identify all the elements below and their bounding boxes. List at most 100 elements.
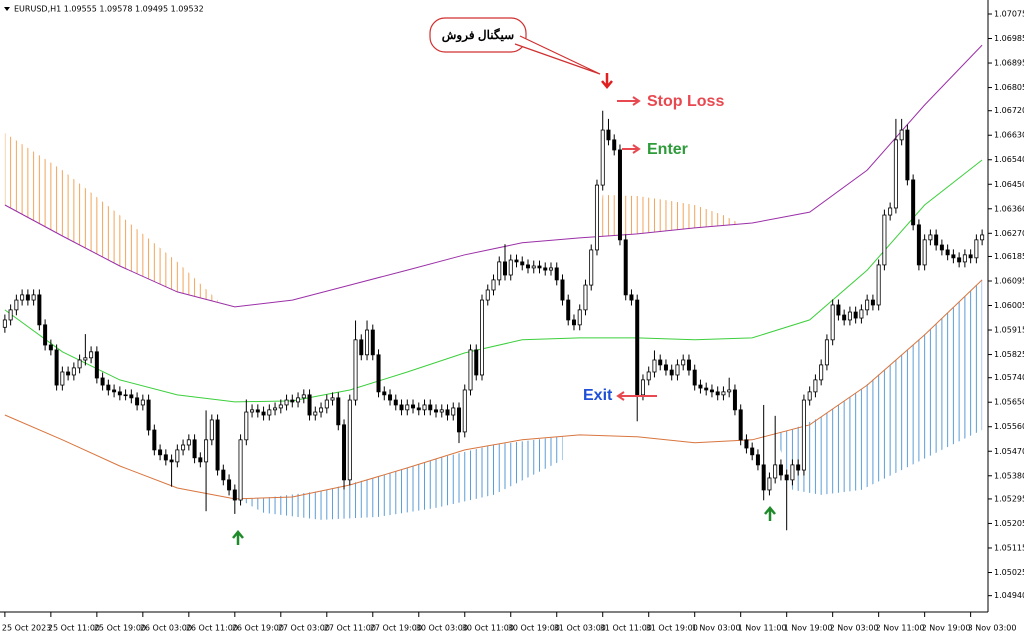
candle-body — [566, 299, 571, 321]
candle-body — [382, 391, 387, 396]
candle-body — [692, 369, 697, 386]
candle-body — [43, 324, 48, 346]
candle-body — [606, 129, 611, 141]
candle-body — [480, 299, 485, 376]
y-tick-label: 1.06270 — [994, 229, 1024, 238]
candle-body — [859, 309, 864, 319]
candle-body — [911, 179, 916, 226]
candle-body — [905, 129, 910, 181]
y-tick-label: 1.06450 — [994, 180, 1024, 189]
candle-body — [221, 469, 226, 481]
candle-body — [842, 314, 847, 321]
signal-label: سیگنال فروش — [442, 27, 514, 43]
candle-body — [428, 404, 433, 411]
candle-body — [296, 397, 301, 403]
candle-body — [342, 424, 347, 481]
candle-body — [123, 394, 128, 397]
y-tick-label: 1.05915 — [994, 326, 1024, 335]
candle-body — [491, 279, 496, 291]
candle-body — [738, 409, 743, 441]
candle-body — [686, 359, 691, 371]
buy-arrow — [232, 530, 244, 545]
candle-body — [393, 399, 398, 406]
y-tick-label: 1.05825 — [994, 350, 1024, 359]
candle-body — [934, 234, 939, 246]
candle-body — [508, 259, 513, 276]
menu-triangle — [4, 7, 10, 11]
candle-body — [77, 359, 82, 369]
candle-body — [658, 359, 663, 366]
candle-body — [146, 399, 151, 431]
bubble-tail — [514, 35, 601, 75]
candle-body — [66, 371, 71, 376]
candle-body — [485, 289, 490, 301]
candle-body — [594, 184, 599, 251]
candle-body — [577, 309, 582, 326]
candle-body — [411, 404, 416, 409]
candle-body — [60, 371, 65, 386]
candle-body — [244, 411, 249, 441]
candle-body — [870, 299, 875, 306]
enter-arrow — [622, 144, 641, 154]
candle-body — [117, 391, 122, 396]
candle-body — [439, 409, 444, 413]
x-tick-label: 27 Oct 11:00 — [324, 624, 376, 633]
candle-body — [347, 399, 352, 481]
sell-arrow — [601, 73, 613, 89]
candle-body — [548, 267, 553, 271]
x-tick-label: 26 Oct 11:00 — [186, 624, 238, 633]
candle-body — [273, 407, 278, 411]
candle-body — [175, 449, 180, 463]
candle-body — [652, 359, 657, 373]
x-tick-label: 3 Nov 03:00 — [968, 624, 1017, 633]
y-tick-label: 1.07075 — [994, 9, 1024, 18]
candle-body — [227, 479, 232, 491]
candle-body — [531, 265, 536, 269]
candle-body — [543, 267, 548, 271]
candle-body — [416, 407, 421, 411]
y-tick-label: 1.05650 — [994, 398, 1024, 407]
candle-body — [307, 394, 312, 416]
candle-body — [732, 389, 737, 411]
candle-body — [715, 391, 720, 396]
x-tick-label: 25 Oct 19:00 — [94, 624, 146, 633]
candle-body — [399, 404, 404, 411]
candle-body — [451, 407, 456, 416]
x-tick-label: 27 Oct 03:00 — [278, 624, 330, 633]
candle-body — [14, 299, 19, 311]
y-tick-label: 1.06895 — [994, 59, 1024, 68]
candle-body — [215, 419, 220, 471]
candle-body — [853, 311, 858, 319]
candle-body — [89, 351, 94, 359]
y-tick-label: 1.06630 — [994, 131, 1024, 140]
annotations: سیگنال فروش Stop Loss Enter Exit — [232, 17, 776, 545]
candle-body — [250, 409, 255, 413]
candle-body — [767, 477, 772, 491]
candle-body — [635, 299, 640, 396]
cloud — [240, 436, 563, 520]
candle-body — [163, 454, 168, 461]
exit-label: Exit — [583, 387, 613, 404]
candle-body — [255, 409, 260, 413]
x-tick-label: 1 Nov 11:00 — [738, 624, 787, 633]
y-tick-label: 1.06360 — [994, 204, 1024, 213]
y-tick-label: 1.05740 — [994, 373, 1024, 382]
candle-body — [186, 439, 191, 446]
candle-body — [629, 294, 634, 301]
candle-body — [796, 464, 801, 471]
candle-body — [330, 397, 335, 401]
candle-body — [801, 399, 806, 471]
candle-body — [704, 387, 709, 391]
candle-body — [405, 404, 410, 411]
cloud — [597, 194, 741, 237]
y-tick-label: 1.05380 — [994, 471, 1024, 480]
candle-body — [612, 139, 617, 151]
y-tick-label: 1.05295 — [994, 494, 1024, 503]
candle-body — [727, 389, 732, 393]
candle-body — [462, 389, 467, 433]
candle-body — [824, 339, 829, 366]
candle-body — [238, 439, 243, 501]
buy-arrow — [764, 506, 776, 521]
x-tick-label: 30 Oct 11:00 — [462, 624, 514, 633]
plot-area — [2, 44, 985, 531]
